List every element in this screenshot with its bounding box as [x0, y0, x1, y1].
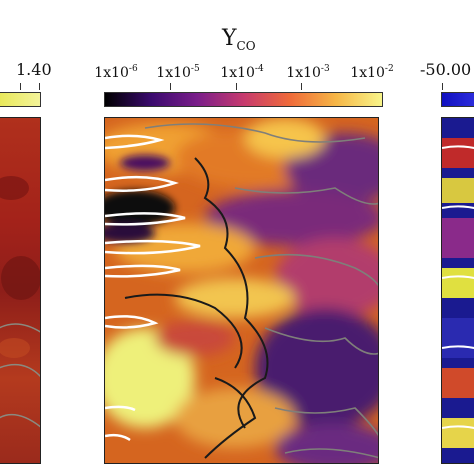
colorbar-tick-label: 1x10-5 [156, 64, 200, 81]
right-colorbar-min-label: -50.00 [420, 60, 472, 79]
left-field-image [0, 118, 40, 463]
right-colorbar [441, 92, 474, 107]
colorbar-title: YCO [222, 28, 256, 57]
left-colorbar-tick [20, 83, 21, 90]
colorbar-title-text: Y [222, 26, 237, 51]
colorbar-tick [301, 83, 302, 90]
left-colorbar-tick [39, 83, 40, 90]
colorbar-tick [236, 83, 237, 90]
colorbar-tick [170, 83, 171, 90]
colorbar-tick-label: 1x10-6 [94, 64, 138, 81]
right-colorbar-tick [442, 83, 443, 90]
left-colorbar-max-label: 1.40 [16, 60, 52, 79]
colorbar-tick-label: 1x10-2 [350, 64, 394, 81]
right-field-panel [441, 117, 474, 464]
left-colorbar [0, 92, 41, 107]
colorbar-tick-label: 1x10-4 [220, 64, 264, 81]
right-field-image [442, 118, 474, 463]
colorbar-title-subscript: CO [236, 39, 256, 53]
left-field-panel [0, 117, 41, 464]
yco-field-image [105, 118, 378, 463]
colorbar-tick-label: 1x10-3 [286, 64, 330, 81]
yco-field-panel [104, 117, 379, 464]
yco-colorbar [104, 92, 383, 107]
